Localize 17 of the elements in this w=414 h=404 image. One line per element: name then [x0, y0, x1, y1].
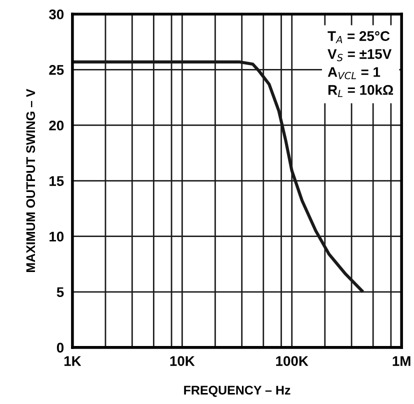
x-tick-label: 100K	[276, 356, 308, 366]
y-tick-label: 30	[48, 9, 64, 20]
x-tick-label: 10K	[170, 356, 195, 366]
y-tick-label: 10	[50, 232, 64, 242]
x-tick-label: 1M	[392, 356, 410, 366]
x-axis-title: FREQUENCY – Hz	[184, 386, 290, 397]
y-axis-title: MAXIMUM OUTPUT SWING – V	[26, 88, 36, 272]
y-tick-label: 0	[56, 342, 64, 353]
annotation: A$_{VCL}$ = 1	[328, 67, 380, 80]
x-tick-label: 1K	[64, 356, 82, 366]
y-tick-label: 5	[56, 287, 64, 298]
annotation: R$_{L}$ = 10kΩ	[328, 84, 394, 98]
annotation: V$_{S}$ = ±15V	[328, 49, 392, 62]
annotation: T$_{A}$ = 25°C	[328, 31, 390, 44]
y-tick-label: 25	[49, 65, 64, 75]
y-tick-label: 15	[50, 176, 64, 186]
y-tick-label: 20	[49, 120, 64, 130]
